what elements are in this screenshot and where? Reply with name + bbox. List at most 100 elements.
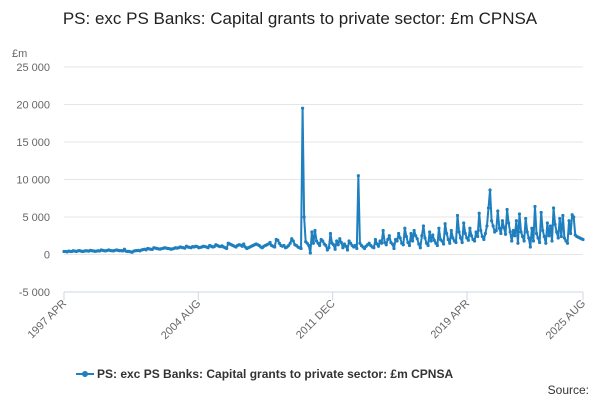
data-point bbox=[432, 238, 436, 242]
data-point bbox=[483, 231, 487, 236]
data-point bbox=[355, 246, 359, 251]
data-point bbox=[276, 238, 280, 242]
data-point bbox=[378, 239, 382, 243]
y-tick-label: -5 000 bbox=[19, 287, 50, 299]
legend-label: PS: exc PS Banks: Capital grants to priv… bbox=[97, 367, 453, 381]
data-point bbox=[341, 246, 345, 250]
series-line-path bbox=[64, 107, 584, 254]
data-point bbox=[448, 241, 452, 245]
data-point bbox=[290, 237, 294, 241]
data-point bbox=[502, 225, 506, 230]
data-point bbox=[457, 230, 461, 234]
data-point bbox=[440, 239, 444, 243]
data-point bbox=[345, 248, 350, 252]
data-point bbox=[424, 241, 429, 245]
data-point bbox=[398, 236, 402, 240]
data-point bbox=[288, 241, 292, 245]
data-point bbox=[307, 243, 311, 248]
data-point bbox=[310, 230, 314, 234]
data-point bbox=[387, 234, 391, 238]
data-point bbox=[321, 239, 325, 243]
data-point bbox=[415, 237, 419, 241]
data-point bbox=[299, 246, 303, 251]
data-point bbox=[513, 234, 517, 238]
data-point bbox=[548, 224, 553, 228]
data-point bbox=[547, 234, 551, 238]
data-point bbox=[318, 243, 322, 248]
data-point bbox=[539, 210, 543, 215]
data-point bbox=[316, 241, 320, 245]
data-point bbox=[397, 231, 401, 236]
data-point bbox=[474, 230, 478, 234]
data-point bbox=[465, 236, 469, 240]
legend-swatch-marker bbox=[82, 371, 88, 377]
data-point bbox=[287, 243, 291, 248]
data-point bbox=[451, 236, 455, 240]
data-point bbox=[395, 239, 399, 243]
data-point bbox=[468, 226, 472, 230]
data-point bbox=[565, 241, 570, 245]
data-point bbox=[426, 243, 430, 248]
data-point bbox=[434, 241, 438, 245]
data-point bbox=[328, 231, 333, 236]
data-point bbox=[534, 231, 539, 236]
data-point bbox=[375, 242, 379, 246]
data-point bbox=[344, 244, 348, 248]
data-point bbox=[530, 226, 534, 230]
data-point bbox=[459, 236, 463, 240]
y-tick-label: 15 000 bbox=[16, 137, 50, 149]
data-point bbox=[551, 206, 556, 210]
data-point bbox=[242, 242, 246, 246]
data-point bbox=[494, 228, 498, 233]
y-tick-labels: 25 000 20 000 15 000 10 000 5 000 0 -5 000 bbox=[16, 62, 50, 299]
legend[interactable]: PS: exc PS Banks: Capital grants to priv… bbox=[76, 367, 453, 381]
source-label: Source: bbox=[548, 383, 589, 397]
data-point bbox=[462, 221, 466, 225]
data-point bbox=[437, 226, 441, 230]
data-point bbox=[441, 242, 446, 246]
data-point bbox=[409, 231, 413, 236]
data-point bbox=[406, 240, 410, 245]
chart-title: PS: exc PS Banks: Capital grants to priv… bbox=[62, 9, 538, 28]
data-point bbox=[311, 241, 316, 245]
data-point bbox=[519, 230, 523, 234]
data-point bbox=[421, 224, 426, 228]
data-point bbox=[308, 251, 312, 255]
data-point bbox=[383, 240, 387, 245]
data-point bbox=[503, 232, 508, 236]
data-point bbox=[325, 248, 329, 252]
data-point bbox=[538, 240, 542, 245]
data-point bbox=[384, 243, 388, 247]
data-point bbox=[524, 216, 528, 221]
data-point bbox=[542, 234, 546, 239]
data-point bbox=[544, 241, 548, 245]
data-point bbox=[282, 243, 286, 248]
x-tick-labels: 1997 APR 2004 AUG 2011 DEC 2019 APR 2025 AUG bbox=[26, 298, 589, 342]
data-point bbox=[414, 234, 418, 238]
data-point bbox=[331, 243, 336, 247]
data-point bbox=[541, 228, 545, 233]
data-point bbox=[313, 228, 317, 233]
data-point bbox=[431, 233, 435, 237]
data-point bbox=[206, 246, 210, 250]
data-point bbox=[443, 222, 447, 226]
data-point bbox=[349, 241, 353, 245]
data-point bbox=[372, 246, 376, 250]
data-point bbox=[500, 219, 505, 223]
data-point bbox=[558, 216, 562, 221]
data-point bbox=[482, 237, 486, 242]
data-point bbox=[454, 240, 458, 245]
data-point bbox=[353, 243, 357, 248]
data-point bbox=[508, 230, 512, 234]
data-point bbox=[491, 224, 495, 228]
data-point bbox=[417, 242, 421, 246]
data-point bbox=[550, 239, 554, 243]
x-tick-label: 1997 APR bbox=[26, 298, 70, 342]
data-point bbox=[536, 236, 540, 240]
data-point bbox=[496, 209, 500, 213]
data-point bbox=[338, 237, 342, 241]
data-point bbox=[545, 221, 549, 225]
x-tick-label: 2011 DEC bbox=[294, 298, 338, 342]
data-point bbox=[516, 241, 520, 245]
